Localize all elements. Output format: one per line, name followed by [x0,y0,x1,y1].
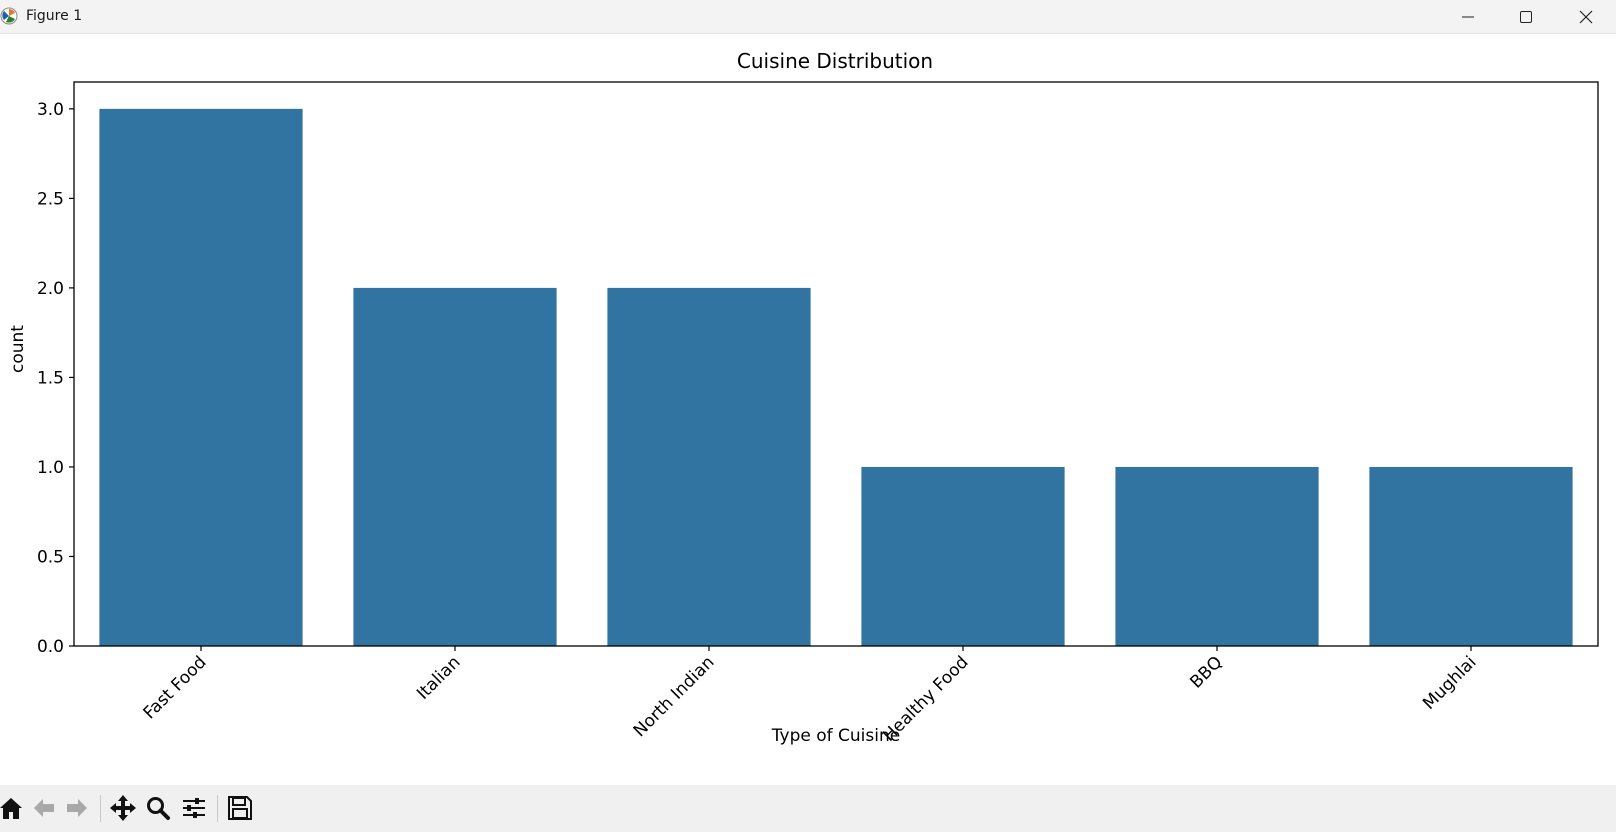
maximize-icon [1520,11,1532,23]
back-icon [34,799,54,817]
x-tick-label: Italian [413,652,464,703]
bar-chart: Cuisine Distribution 0.0 0.5 1.0 1.5 2.0 2.5 3… [8,49,1599,746]
y-tick-label: 3.0 [37,100,64,120]
x-tick-label: Fast Food [140,652,211,723]
y-tick-label: 0.0 [37,637,64,657]
y-tick-label: 2.0 [37,279,64,299]
zoom-icon [147,797,170,820]
maximize-button[interactable] [1498,0,1554,34]
x-axis-label: Type of Cuisine [771,726,900,746]
x-tick-label: Mughlai [1419,652,1480,713]
bar [1369,466,1573,646]
close-button[interactable] [1558,0,1614,34]
bar [99,108,303,647]
forward-button[interactable] [62,793,92,823]
bar [607,287,811,646]
close-icon [1579,10,1593,24]
chart-title: Cuisine Distribution [737,49,933,73]
y-tick-label: 1.0 [37,458,64,478]
save-button[interactable] [225,793,255,823]
pan-icon [110,795,136,821]
home-button[interactable] [0,793,26,823]
window-titlebar: Figure 1 [0,0,1616,34]
y-axis-label: count [8,325,28,373]
x-tick-label: BBQ [1186,652,1226,692]
toolbar-separator [100,795,101,822]
y-tick-label: 0.5 [37,547,64,567]
bar [1115,466,1319,646]
save-icon [228,796,252,820]
zoom-button[interactable] [143,793,173,823]
axes-frame [73,81,1599,647]
navigation-toolbar [0,785,1616,832]
window-title: Figure 1 [26,8,83,24]
matplotlib-icon [0,7,18,25]
configure-subplots-button[interactable] [179,793,209,823]
configure-subplots-icon [183,798,205,818]
minimize-button[interactable] [1440,0,1496,34]
x-tick-label: North Indian [630,652,719,741]
forward-icon [67,799,87,817]
toolbar-separator [217,795,218,822]
figure-canvas: Cuisine Distribution 0.0 0.5 1.0 1.5 2.0 2.5 3… [0,35,1616,785]
y-tick-label: 2.5 [37,189,64,209]
minimize-icon [1462,16,1474,18]
back-button[interactable] [29,793,59,823]
bar [861,466,1065,646]
y-tick-label: 1.5 [37,368,64,388]
bar [353,287,557,646]
pan-button[interactable] [108,793,138,823]
home-icon [0,798,22,819]
